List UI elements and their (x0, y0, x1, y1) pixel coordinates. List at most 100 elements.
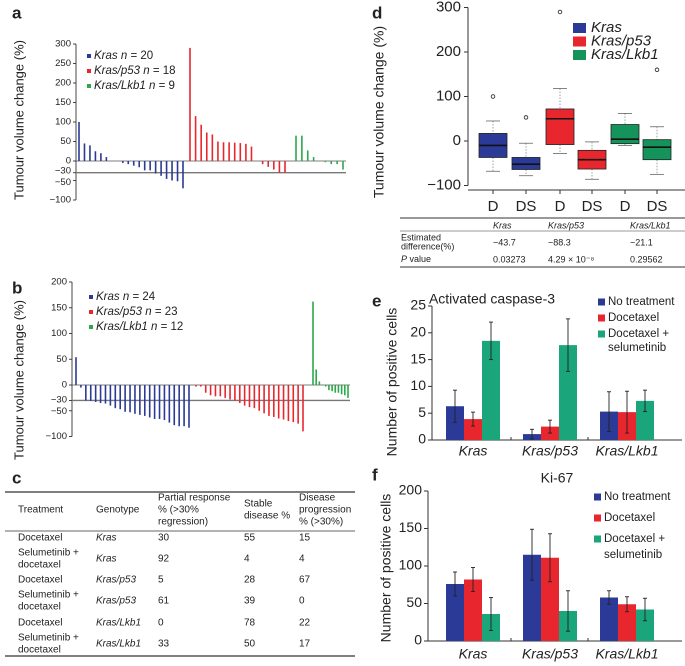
panel-label-b: b (12, 278, 22, 297)
y-tick-label: 50 (56, 354, 67, 365)
box (642, 139, 672, 161)
y-tick-label: 250 (55, 58, 71, 69)
legend-n-value: = 23 (152, 306, 178, 318)
table-header: Kras/p53 (548, 220, 584, 230)
table-cell-partial-response: 5 (158, 575, 164, 586)
legend-n-symbol: n (148, 321, 158, 333)
legend-swatch (598, 298, 605, 306)
table-cell-stable-disease: 55 (244, 533, 256, 544)
legend-n-value: = 9 (155, 80, 175, 92)
y-tick-label: 300 (55, 39, 71, 50)
table-cell-genotype: Kras (96, 533, 117, 544)
x-tick-label: DS (516, 198, 537, 215)
y-axis-label: Number of positive cells (384, 308, 400, 457)
legend-n-symbol: n (142, 306, 152, 318)
legend-swatch (87, 84, 91, 88)
legend-series-name: Kras/Lkb1 (96, 321, 148, 333)
y-tick-label: −50 (51, 406, 67, 417)
legend-label: Kras/p53 n = 18 (94, 65, 176, 77)
bar-docetaxel (541, 557, 559, 641)
y-tick-label: −100 (46, 431, 67, 442)
table-header: Genotype (96, 505, 140, 516)
legend-swatch (89, 325, 93, 329)
table-cell-genotype: Kras/p53 (96, 575, 136, 586)
outlier-point (557, 9, 563, 15)
table-header: Partial response (158, 493, 231, 504)
table-row-label: P value (401, 254, 431, 264)
table-header: Stable (244, 499, 273, 510)
x-tick-label: Kras (459, 646, 488, 662)
y-axis-label: Tumour volume change (%) (371, 26, 387, 198)
y-tick-label: 150 (399, 519, 423, 535)
y-tick-label: 150 (55, 97, 71, 108)
table-cell-treatment: Selumetinib + (18, 633, 79, 644)
legend-n-symbol: n (118, 50, 128, 62)
legend-label: Kras/Lkb1 n = 9 (94, 80, 175, 92)
legend-swatch (573, 23, 586, 33)
outlier-point (654, 67, 660, 73)
legend-label: selumetinib (604, 549, 662, 561)
table-header: % (>30% (158, 505, 199, 516)
legend-n-value: = 12 (157, 321, 183, 333)
table-cell-treatment: Docetaxel (18, 533, 62, 544)
legend-label: No treatment (604, 491, 671, 503)
y-tick-label: 50 (60, 136, 71, 147)
legend-label: Kras/p53 (591, 32, 652, 49)
table-cell-partial-response: 30 (158, 533, 170, 544)
panel-label-a: a (12, 3, 22, 22)
y-tick-label: 50 (406, 594, 422, 610)
table-cell-genotype: Kras (96, 554, 117, 565)
table-header: Kras (493, 220, 512, 230)
bar-no-treatment (523, 554, 541, 641)
legend-n-value: = 24 (129, 291, 156, 303)
y-tick-label: 0 (66, 156, 71, 167)
table-header: disease % (244, 511, 290, 522)
panel-label-c: c (12, 468, 21, 487)
chart-title: Ki-67 (541, 470, 574, 486)
legend-swatch (87, 69, 91, 73)
x-tick-label: DS (647, 198, 668, 215)
y-tick-label: 20 (410, 324, 426, 340)
legend-series-name: Kras (94, 50, 118, 62)
legend-label: selumetinib (608, 342, 666, 354)
legend-label: Docetaxel + (604, 533, 665, 545)
y-tick-label: 0 (418, 431, 426, 447)
legend-label: Kras n = 20 (94, 50, 153, 62)
x-tick-label: DS (582, 198, 603, 215)
legend-label: No treatment (608, 296, 675, 308)
y-tick-label: −100 (50, 195, 71, 206)
y-tick-label: 100 (436, 87, 461, 104)
legend-series-name: Kras/p53 (94, 65, 141, 77)
legend-label: Docetaxel (608, 312, 659, 324)
y-tick-label: 100 (55, 117, 71, 128)
table-cell-disease-progression: 15 (299, 533, 311, 544)
y-tick-label: 100 (399, 557, 423, 573)
legend-swatch (87, 54, 91, 58)
legend-n-symbol: n (146, 80, 156, 92)
legend-n-symbol: n (140, 65, 150, 77)
table-cell-treatment: Selumetinib + (18, 590, 79, 601)
y-tick-label: 15 (410, 350, 426, 366)
bar-docetaxel (464, 579, 482, 641)
bar-no-treatment (446, 584, 464, 641)
panel-label-d: d (372, 3, 382, 22)
y-tick-label: 5 (418, 404, 426, 420)
table-header: Disease (299, 493, 336, 504)
table-cell-partial-response: 33 (158, 639, 170, 650)
y-tick-label: 0 (62, 380, 67, 391)
legend-label: Kras/Lkb1 (591, 46, 659, 63)
table-row-label: difference(%) (401, 241, 454, 251)
y-tick-label: 25 (410, 297, 426, 313)
table-cell-stable-disease: 39 (244, 596, 256, 607)
bar-no-treatment (600, 597, 618, 641)
legend-n-value: = 20 (127, 50, 153, 62)
legend-series-name: Kras/p53 (96, 306, 143, 318)
legend-n-symbol: n (120, 291, 130, 303)
panel-label-f: f (372, 465, 378, 484)
y-tick-label: −30 (51, 394, 67, 405)
x-tick-label: Kras/p53 (522, 443, 578, 459)
table-header: progression (299, 505, 351, 516)
x-tick-label: D (488, 198, 499, 215)
legend-swatch (594, 535, 601, 543)
table-cell-partial-response: 92 (158, 554, 170, 565)
